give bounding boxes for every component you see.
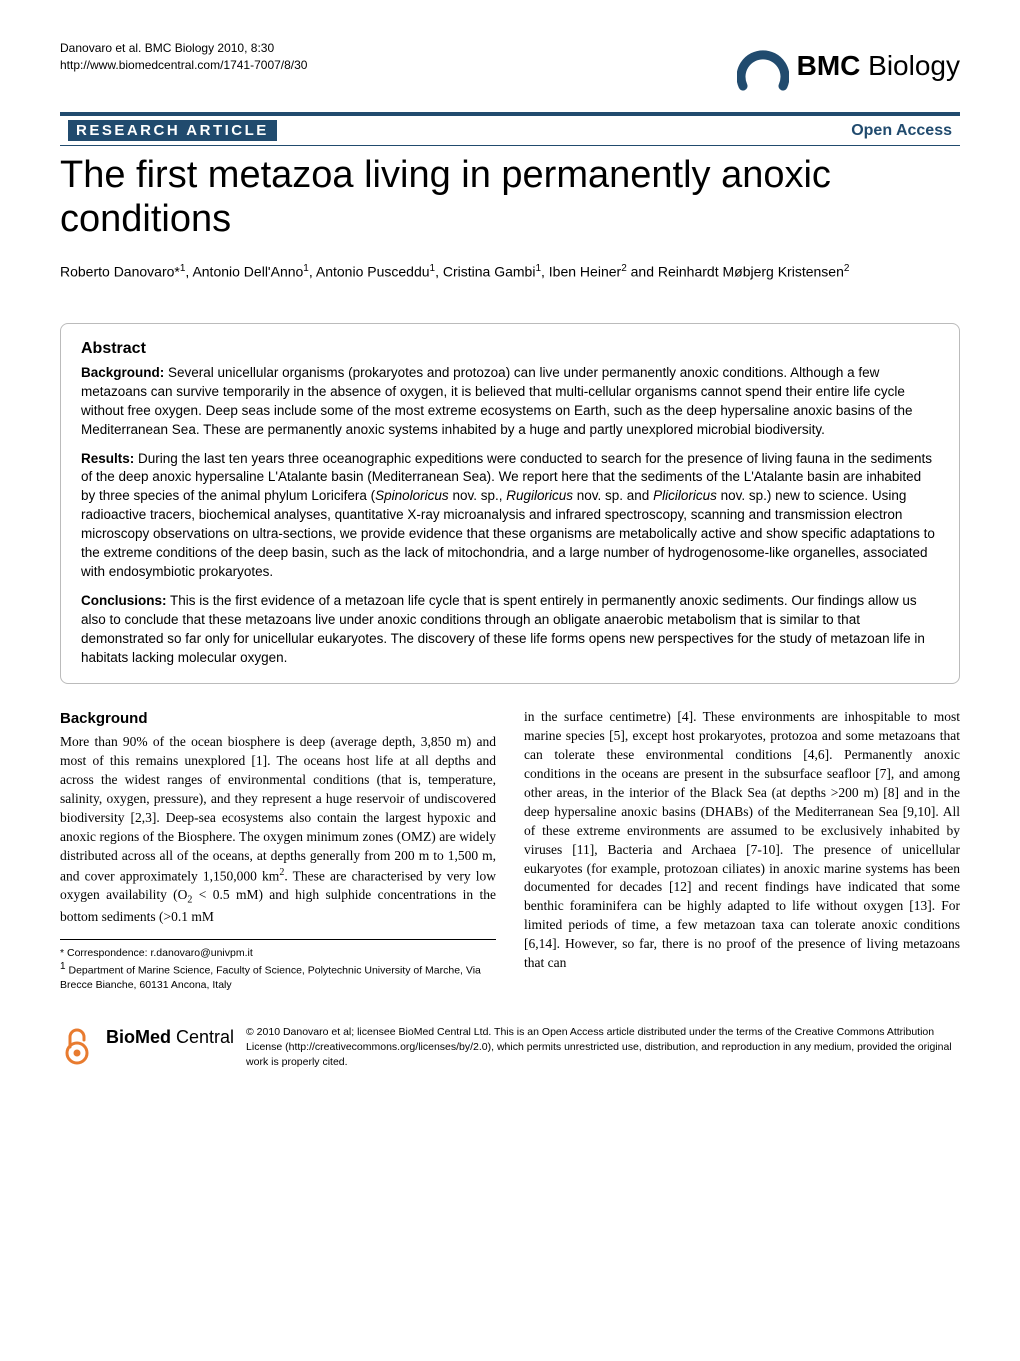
license-footer: BioMed Central © 2010 Danovaro et al; li… bbox=[60, 1013, 960, 1069]
author-name: Roberto Danovaro* bbox=[60, 264, 180, 280]
journal-name-prefix: BMC bbox=[797, 50, 861, 81]
author-name: Reinhardt Møbjerg Kristensen bbox=[658, 264, 844, 280]
license-text: © 2010 Danovaro et al; licensee BioMed C… bbox=[246, 1025, 960, 1069]
citation-url: http://www.biomedcentral.com/1741-7007/8… bbox=[60, 57, 307, 74]
correspondence-block: * Correspondence: r.danovaro@univpm.it 1… bbox=[60, 939, 496, 994]
biomedcentral-logo: BioMed Central bbox=[106, 1025, 234, 1050]
article-type-bar: RESEARCH ARTICLE Open Access bbox=[60, 112, 960, 146]
open-access-label: Open Access bbox=[851, 122, 952, 140]
journal-name-suffix: Biology bbox=[860, 50, 960, 81]
journal-logo-text: BMC Biology bbox=[797, 50, 960, 82]
abstract-background-text: Several unicellular organisms (prokaryot… bbox=[81, 365, 912, 437]
abstract-conclusions-label: Conclusions: bbox=[81, 593, 167, 608]
author-name: Cristina Gambi bbox=[443, 264, 536, 280]
article-body: Background More than 90% of the ocean bi… bbox=[60, 708, 960, 993]
author-affiliation: 2 bbox=[844, 263, 850, 274]
abstract-conclusions: Conclusions: This is the first evidence … bbox=[81, 592, 939, 668]
journal-logo-icon bbox=[737, 40, 789, 92]
page-header: Danovaro et al. BMC Biology 2010, 8:30 h… bbox=[60, 40, 960, 92]
abstract-results-label: Results: bbox=[81, 451, 134, 466]
abstract-box: Abstract Background: Several unicellular… bbox=[60, 323, 960, 684]
correspondence-affiliation: 1 Department of Marine Science, Faculty … bbox=[60, 960, 496, 993]
open-access-icon bbox=[60, 1025, 94, 1065]
abstract-conclusions-text: This is the first evidence of a metazoan… bbox=[81, 593, 925, 665]
author-name: Antonio Pusceddu bbox=[316, 264, 430, 280]
citation-block: Danovaro et al. BMC Biology 2010, 8:30 h… bbox=[60, 40, 307, 74]
correspondence-email: * Correspondence: r.danovaro@univpm.it bbox=[60, 946, 496, 961]
article-title: The first metazoa living in permanently … bbox=[60, 154, 960, 241]
article-type-label: RESEARCH ARTICLE bbox=[68, 120, 277, 141]
bmc-logo-suffix: Central bbox=[176, 1027, 234, 1047]
abstract-background-label: Background: bbox=[81, 365, 164, 380]
abstract-results: Results: During the last ten years three… bbox=[81, 450, 939, 582]
bmc-logo-prefix: BioMed bbox=[106, 1027, 176, 1047]
body-paragraph: More than 90% of the ocean biosphere is … bbox=[60, 734, 496, 883]
abstract-background: Background: Several unicellular organism… bbox=[81, 364, 939, 440]
species-name: Spinoloricus bbox=[375, 488, 449, 503]
journal-logo: BMC Biology bbox=[737, 40, 960, 92]
citation-line-1: Danovaro et al. BMC Biology 2010, 8:30 bbox=[60, 40, 307, 57]
background-heading: Background bbox=[60, 708, 496, 729]
author-list: Roberto Danovaro*1, Antonio Dell'Anno1, … bbox=[60, 261, 960, 283]
body-paragraph-continued: in the surface centimetre) [4]. These en… bbox=[524, 709, 960, 970]
abstract-heading: Abstract bbox=[81, 340, 939, 358]
author-name: Antonio Dell'Anno bbox=[192, 264, 303, 280]
species-name: Rugiloricus bbox=[506, 488, 573, 503]
species-name: Pliciloricus bbox=[653, 488, 717, 503]
author-name: Iben Heiner bbox=[549, 264, 621, 280]
